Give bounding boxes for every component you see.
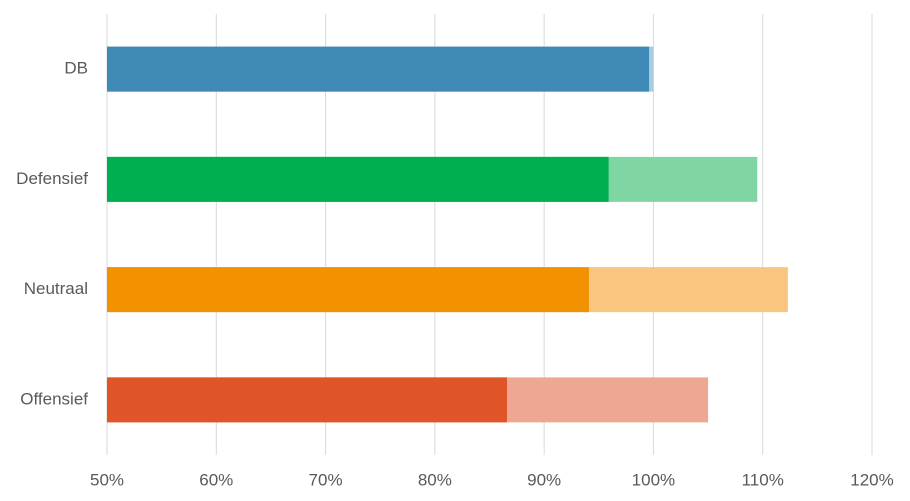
x-tick-label: 60% xyxy=(199,470,233,489)
y-tick-label: Defensief xyxy=(16,169,88,188)
x-tick-label: 120% xyxy=(850,470,893,489)
bar xyxy=(107,46,650,92)
bar xyxy=(107,156,609,202)
x-tick-label: 80% xyxy=(418,470,452,489)
x-tick-label: 90% xyxy=(527,470,561,489)
x-tick-label: 50% xyxy=(90,470,124,489)
bar xyxy=(107,377,507,423)
y-tick-label: DB xyxy=(64,59,88,78)
x-tick-label: 70% xyxy=(309,470,343,489)
bar xyxy=(107,267,589,313)
x-tick-label: 110% xyxy=(742,470,784,489)
y-tick-label: Offensief xyxy=(20,389,88,408)
y-tick-label: Neutraal xyxy=(24,279,88,298)
x-tick-label: 100% xyxy=(632,470,675,489)
